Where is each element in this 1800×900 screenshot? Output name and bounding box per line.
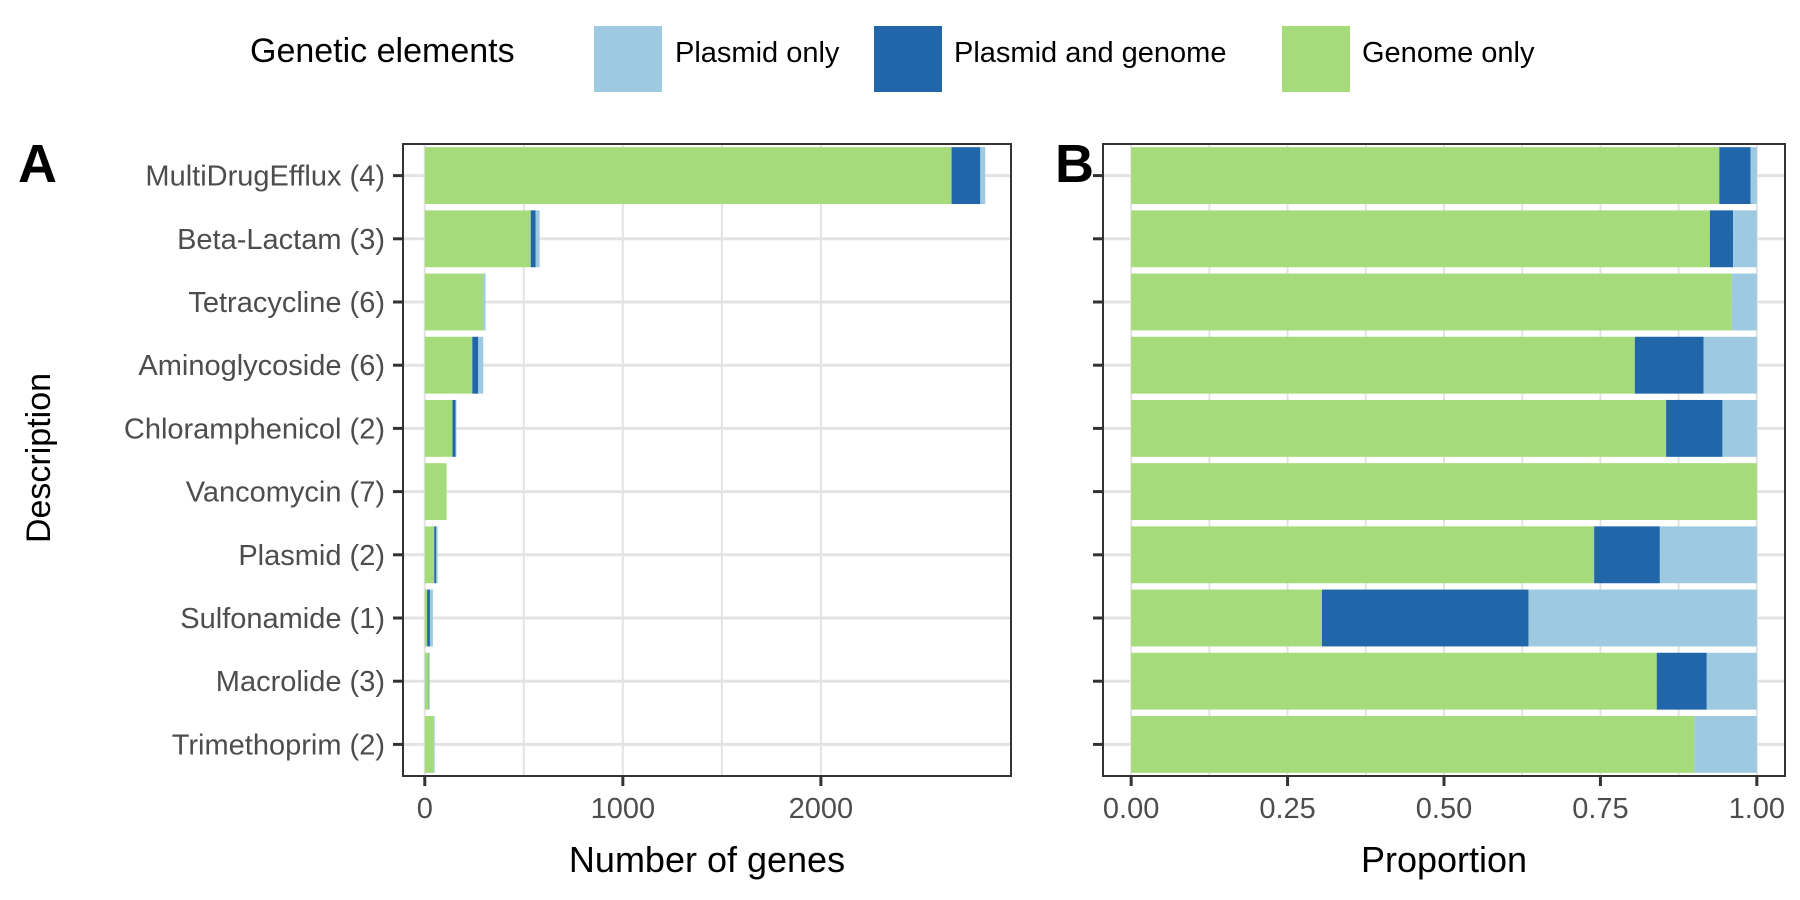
- panel-a-bar-sulfonamide-genome-only: [424, 589, 428, 647]
- legend: Genetic elements Plasmid only Plasmid an…: [250, 26, 1535, 92]
- legend-title: Genetic elements: [250, 32, 515, 70]
- panel-b-bar-plasmid-plasmid-only: [1659, 526, 1757, 584]
- panel-b-x-tick-label: 0.50: [1416, 793, 1472, 825]
- panel-b-bar-trimethoprim-plasmid-only: [1694, 715, 1757, 773]
- panel-b-bar-aminoglycoside-genome-only: [1131, 336, 1635, 394]
- panel-a-x-axis-title: Number of genes: [569, 839, 845, 880]
- legend-swatch-genome-only: [1282, 26, 1350, 92]
- panel-b-x-tick-label: 0.00: [1103, 793, 1159, 825]
- y-tick-label-trimethoprim: Trimethoprim (2): [172, 729, 385, 761]
- y-tick-label-vancomycin: Vancomycin (7): [186, 477, 385, 509]
- panel-b-bar-beta-lactam-genome-only: [1131, 210, 1710, 268]
- panel-a-bar-macrolide-genome-only: [424, 652, 429, 710]
- panel-b-x-axis-title: Proportion: [1361, 839, 1527, 880]
- panel-b-bar-aminoglycoside-plasmid-and-genome: [1634, 336, 1704, 394]
- panel-a-bar-sulfonamide-plasmid-only: [429, 589, 433, 647]
- panel-b-x-tick-label: 0.75: [1572, 793, 1628, 825]
- panel-a-bar-chloramphenicol-plasmid-only: [455, 399, 457, 457]
- panel-a-bars: [424, 147, 986, 773]
- panel-a-bar-beta-lactam-plasmid-and-genome: [530, 210, 536, 268]
- y-tick-label-chloramphenicol: Chloramphenicol (2): [124, 413, 385, 445]
- legend-label-plasmid-only: Plasmid only: [675, 37, 840, 69]
- legend-label-genome-only: Genome only: [1362, 37, 1535, 69]
- y-tick-label-sulfonamide: Sulfonamide (1): [180, 603, 385, 635]
- panel-b-bar-sulfonamide-genome-only: [1131, 589, 1322, 647]
- panel-a: MultiDrugEfflux (4) Beta-Lactam (3) Tetrac…: [124, 143, 1012, 880]
- panel-a-bar-vancomycin-genome-only: [424, 463, 447, 521]
- panel-a-bar-beta-lactam-genome-only: [424, 210, 531, 268]
- panel-label-a: A: [18, 134, 57, 194]
- panel-b-x-axis: 0.00 0.25 0.50 0.75 1.00: [1103, 776, 1785, 825]
- y-tick-label-multidrugefflux: MultiDrugEfflux (4): [145, 161, 385, 193]
- panel-b-bar-macrolide-plasmid-and-genome: [1656, 652, 1707, 710]
- panel-b-bar-trimethoprim-genome-only: [1131, 715, 1695, 773]
- panel-a-bar-tetracycline-genome-only: [424, 273, 484, 331]
- panel-b-bar-vancomycin-genome-only: [1131, 463, 1757, 521]
- panel-b-bar-multidrugefflux-plasmid-only: [1750, 147, 1757, 205]
- panel-b-bar-chloramphenicol-genome-only: [1131, 399, 1667, 457]
- legend-swatch-plasmid-only: [594, 26, 662, 92]
- panel-b-bar-tetracycline-genome-only: [1131, 273, 1732, 331]
- panel-b-x-tick-label: 0.25: [1259, 793, 1315, 825]
- panel-b-bar-multidrugefflux-genome-only: [1131, 147, 1720, 205]
- panel-b-bar-chloramphenicol-plasmid-only: [1722, 399, 1757, 457]
- panel-a-bar-chloramphenicol-genome-only: [424, 399, 453, 457]
- panel-b-bar-tetracycline-plasmid-only: [1731, 273, 1757, 331]
- panel-b-y-axis: [1093, 174, 1103, 746]
- panel-a-x-tick-label: 1000: [591, 793, 656, 825]
- panel-a-border: [402, 143, 1012, 777]
- panel-b-bar-plasmid-genome-only: [1131, 526, 1595, 584]
- y-axis-title: Description: [20, 373, 58, 543]
- panel-a-bar-multidrugefflux-plasmid-and-genome: [951, 147, 981, 205]
- panel-a-x-tick-label: 0: [417, 793, 433, 825]
- panel-b-bar-plasmid-plasmid-and-genome: [1594, 526, 1660, 584]
- panel-b-bar-sulfonamide-plasmid-and-genome: [1321, 589, 1529, 647]
- panel-a-bar-tetracycline-plasmid-only: [483, 273, 486, 331]
- panel-b-bar-aminoglycoside-plasmid-only: [1703, 336, 1757, 394]
- panel-a-bar-aminoglycoside-plasmid-and-genome: [472, 336, 479, 394]
- panel-a-bar-beta-lactam-plasmid-only: [535, 210, 540, 268]
- y-tick-label-plasmid: Plasmid (2): [238, 540, 385, 572]
- panel-b-bar-beta-lactam-plasmid-and-genome: [1709, 210, 1734, 268]
- panel-b-x-tick-label: 1.00: [1729, 793, 1785, 825]
- panel-b-bar-beta-lactam-plasmid-only: [1733, 210, 1757, 268]
- y-tick-label-macrolide: Macrolide (3): [216, 666, 385, 698]
- panel-a-bar-aminoglycoside-plasmid-only: [478, 336, 484, 394]
- panel-b-bar-sulfonamide-plasmid-only: [1528, 589, 1757, 647]
- panel-a-bar-sulfonamide-plasmid-and-genome: [427, 589, 430, 647]
- panel-label-b: B: [1055, 134, 1094, 194]
- panel-a-bar-plasmid-plasmid-only: [436, 526, 438, 584]
- panel-b: 0.00 0.25 0.50 0.75 1.00 Proportion: [1093, 143, 1786, 880]
- panel-a-bar-macrolide-plasmid-only: [429, 652, 430, 710]
- y-tick-label-tetracycline: Tetracycline (6): [188, 287, 385, 319]
- panel-b-bars: [1131, 147, 1757, 773]
- panel-a-bar-aminoglycoside-genome-only: [424, 336, 473, 394]
- y-tick-label-aminoglycoside: Aminoglycoside (6): [138, 350, 385, 382]
- legend-swatch-plasmid-and-genome: [874, 26, 942, 92]
- panel-a-x-axis: 0 1000 2000: [417, 776, 853, 825]
- panel-a-bar-plasmid-genome-only: [424, 526, 435, 584]
- panel-a-bar-trimethoprim-plasmid-only: [433, 715, 435, 773]
- panel-a-x-tick-label: 2000: [789, 793, 854, 825]
- panel-a-bar-multidrugefflux-plasmid-only: [980, 147, 986, 205]
- panel-a-bar-chloramphenicol-plasmid-and-genome: [452, 399, 456, 457]
- panel-a-bar-multidrugefflux-genome-only: [424, 147, 952, 205]
- panel-b-bar-multidrugefflux-plasmid-and-genome: [1719, 147, 1751, 205]
- y-tick-label-beta-lactam: Beta-Lactam (3): [177, 224, 385, 256]
- legend-label-plasmid-and-genome: Plasmid and genome: [954, 37, 1226, 69]
- panel-b-bar-chloramphenicol-plasmid-and-genome: [1666, 399, 1723, 457]
- panel-b-bar-macrolide-plasmid-only: [1706, 652, 1757, 710]
- panel-a-y-axis: MultiDrugEfflux (4) Beta-Lactam (3) Tetrac…: [124, 161, 403, 761]
- panel-b-bar-macrolide-genome-only: [1131, 652, 1657, 710]
- panel-a-bar-plasmid-plasmid-and-genome: [434, 526, 437, 584]
- panel-a-bar-trimethoprim-genome-only: [424, 715, 434, 773]
